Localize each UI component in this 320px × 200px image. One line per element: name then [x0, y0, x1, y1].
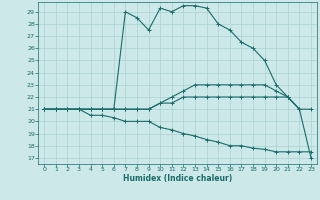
X-axis label: Humidex (Indice chaleur): Humidex (Indice chaleur): [123, 174, 232, 183]
